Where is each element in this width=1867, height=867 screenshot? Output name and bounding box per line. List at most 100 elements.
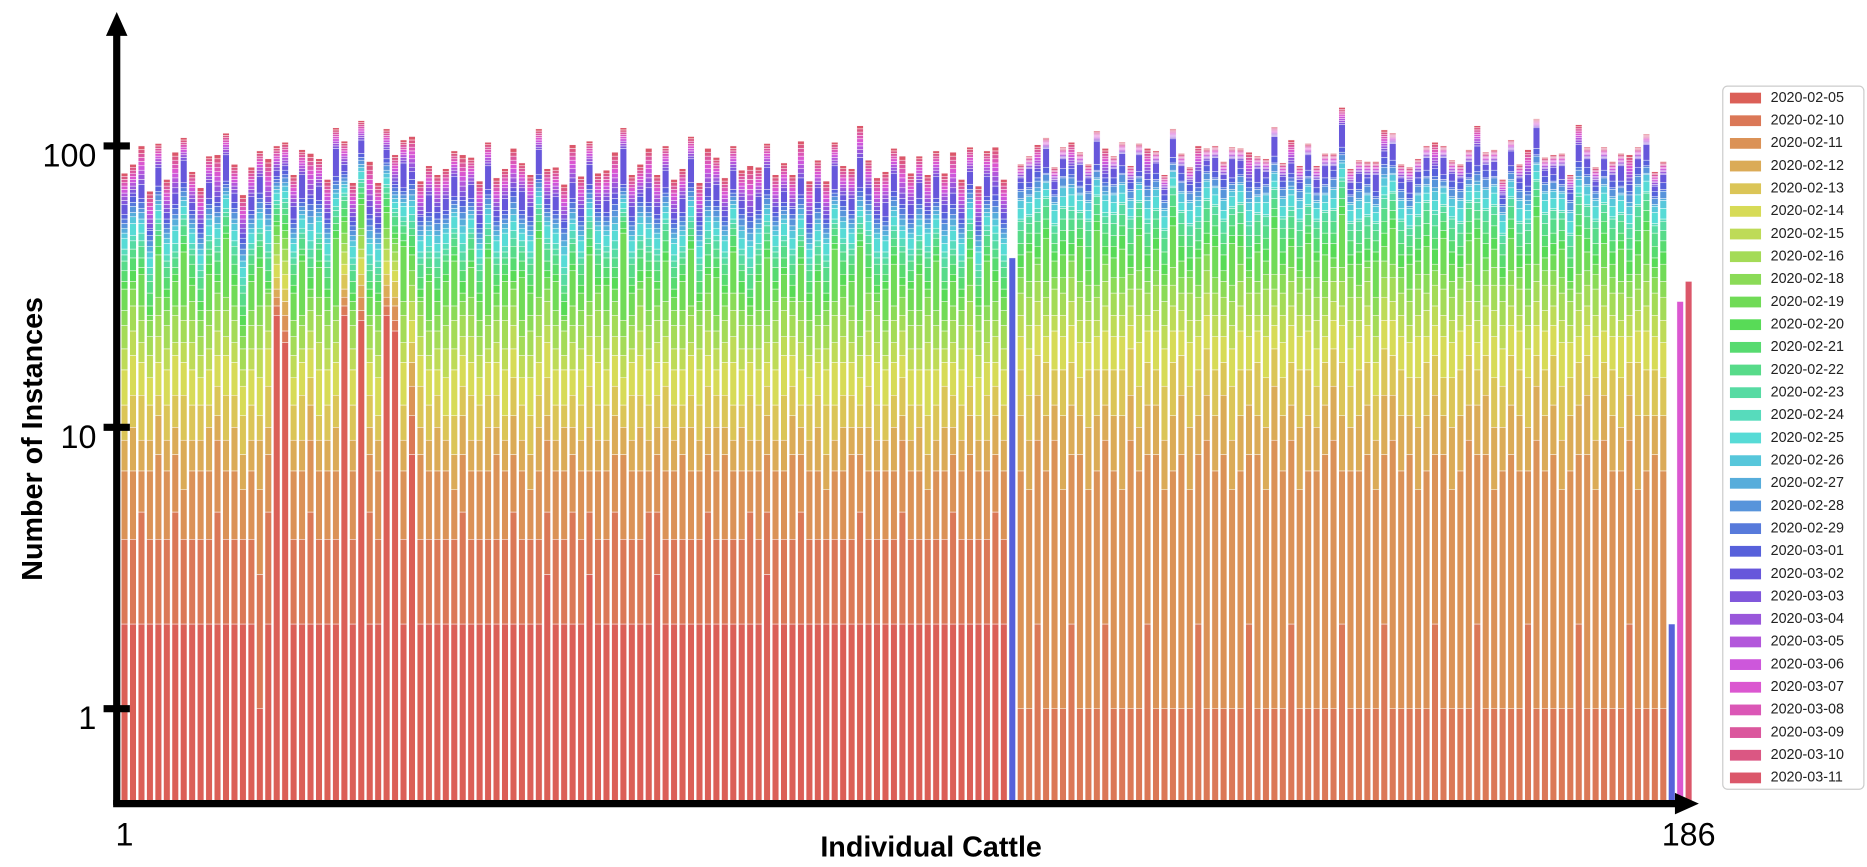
bar-segment (1101, 158, 1109, 162)
bar-segment (839, 237, 847, 244)
bar-segment (1228, 182, 1236, 185)
bar-segment (1152, 248, 1160, 272)
bar-segment (619, 212, 627, 218)
bar-segment (915, 179, 923, 183)
bar-segment (1414, 171, 1422, 179)
bar-segment (594, 470, 602, 540)
bar-segment (433, 470, 441, 540)
bar-segment (171, 243, 179, 253)
bar-segment (966, 198, 974, 203)
bar-segment (1093, 470, 1101, 709)
bar-segment (433, 187, 441, 192)
bar-segment (1262, 185, 1270, 194)
bar-segment (146, 202, 154, 207)
bar-segment (1262, 377, 1270, 428)
bar-segment (966, 257, 974, 286)
bar-segment (273, 150, 281, 154)
bar-segment (332, 216, 340, 224)
bar-segment (239, 198, 247, 203)
bar-segment (1220, 336, 1228, 363)
bar-segment (898, 315, 906, 332)
bar-segment (1000, 208, 1008, 213)
bar-segment (1338, 198, 1346, 207)
bar-segment (1414, 158, 1422, 161)
bar-segment (518, 260, 526, 272)
bar-segment (1346, 277, 1354, 298)
bar-segment (1228, 348, 1236, 387)
bar-segment (822, 232, 830, 239)
bar-segment (484, 427, 492, 472)
bar-segment (1296, 270, 1304, 279)
bar-segment (1431, 325, 1439, 356)
bar-segment (509, 172, 517, 179)
bar-segment (1203, 187, 1211, 199)
bar-segment (188, 301, 196, 321)
bar-segment (738, 248, 746, 256)
bar-segment (873, 223, 881, 229)
bar-segment (653, 342, 661, 363)
bar-segment (1406, 288, 1414, 302)
bar-segment (230, 273, 238, 286)
bar-segment (577, 310, 585, 326)
bar-segment (991, 146, 999, 152)
bar-segment (1093, 171, 1101, 179)
bar-segment (526, 377, 534, 416)
bar-segment (856, 427, 864, 455)
bar-segment (247, 404, 255, 441)
bar-segment (797, 342, 805, 371)
bar-segment (543, 177, 551, 182)
bar-segment (865, 230, 873, 236)
bar-segment (1194, 169, 1202, 183)
bar-segment (695, 204, 703, 209)
bar-segment (611, 355, 619, 387)
bar-segment (746, 212, 754, 218)
bar-segment (408, 162, 416, 168)
bar-segment (239, 623, 247, 804)
bar-segment (1228, 208, 1236, 215)
bar-segment (1380, 220, 1388, 234)
bar-segment (163, 200, 171, 205)
bar-segment (383, 177, 391, 185)
bar-segment (323, 539, 331, 625)
bar-segment (881, 180, 889, 185)
bar-segment (721, 198, 729, 203)
bar-segment (307, 248, 315, 259)
bar-segment (222, 336, 230, 356)
bar-segment (535, 135, 543, 138)
bar-segment (881, 191, 889, 196)
bar-segment (1431, 225, 1439, 239)
bar-segment (476, 263, 484, 272)
bar-segment (653, 320, 661, 343)
bar-segment (974, 230, 982, 236)
bar-segment (442, 325, 450, 350)
bar-segment (163, 212, 171, 220)
bar-segment (366, 200, 374, 207)
bar-segment (467, 296, 475, 316)
bar-segment (476, 243, 484, 250)
bar-segment (636, 223, 644, 236)
bar-segment (805, 377, 813, 406)
bar-segment (298, 623, 306, 804)
bar-segment (1245, 162, 1253, 167)
bar-segment (848, 362, 856, 396)
bar-segment (611, 182, 619, 189)
bar-segment (1144, 172, 1152, 180)
bar-segment (1220, 708, 1228, 804)
bar-segment (932, 623, 940, 804)
bar-segment (1363, 214, 1371, 218)
bar-segment (1177, 277, 1185, 294)
bar-segment (831, 200, 839, 205)
bar-segment (1220, 270, 1228, 282)
bar-segment (932, 237, 940, 247)
bar-segment (772, 212, 780, 218)
bar-segment (991, 154, 999, 160)
bar-segment (1389, 395, 1397, 441)
bar-segment (535, 174, 543, 180)
bar-segment (442, 191, 450, 196)
bar-segment (171, 182, 179, 189)
bar-segment (907, 227, 915, 234)
bar-segment (814, 470, 822, 540)
bar-segment (1253, 214, 1261, 222)
bar-segment (121, 310, 129, 326)
bar-segment (1127, 218, 1135, 229)
